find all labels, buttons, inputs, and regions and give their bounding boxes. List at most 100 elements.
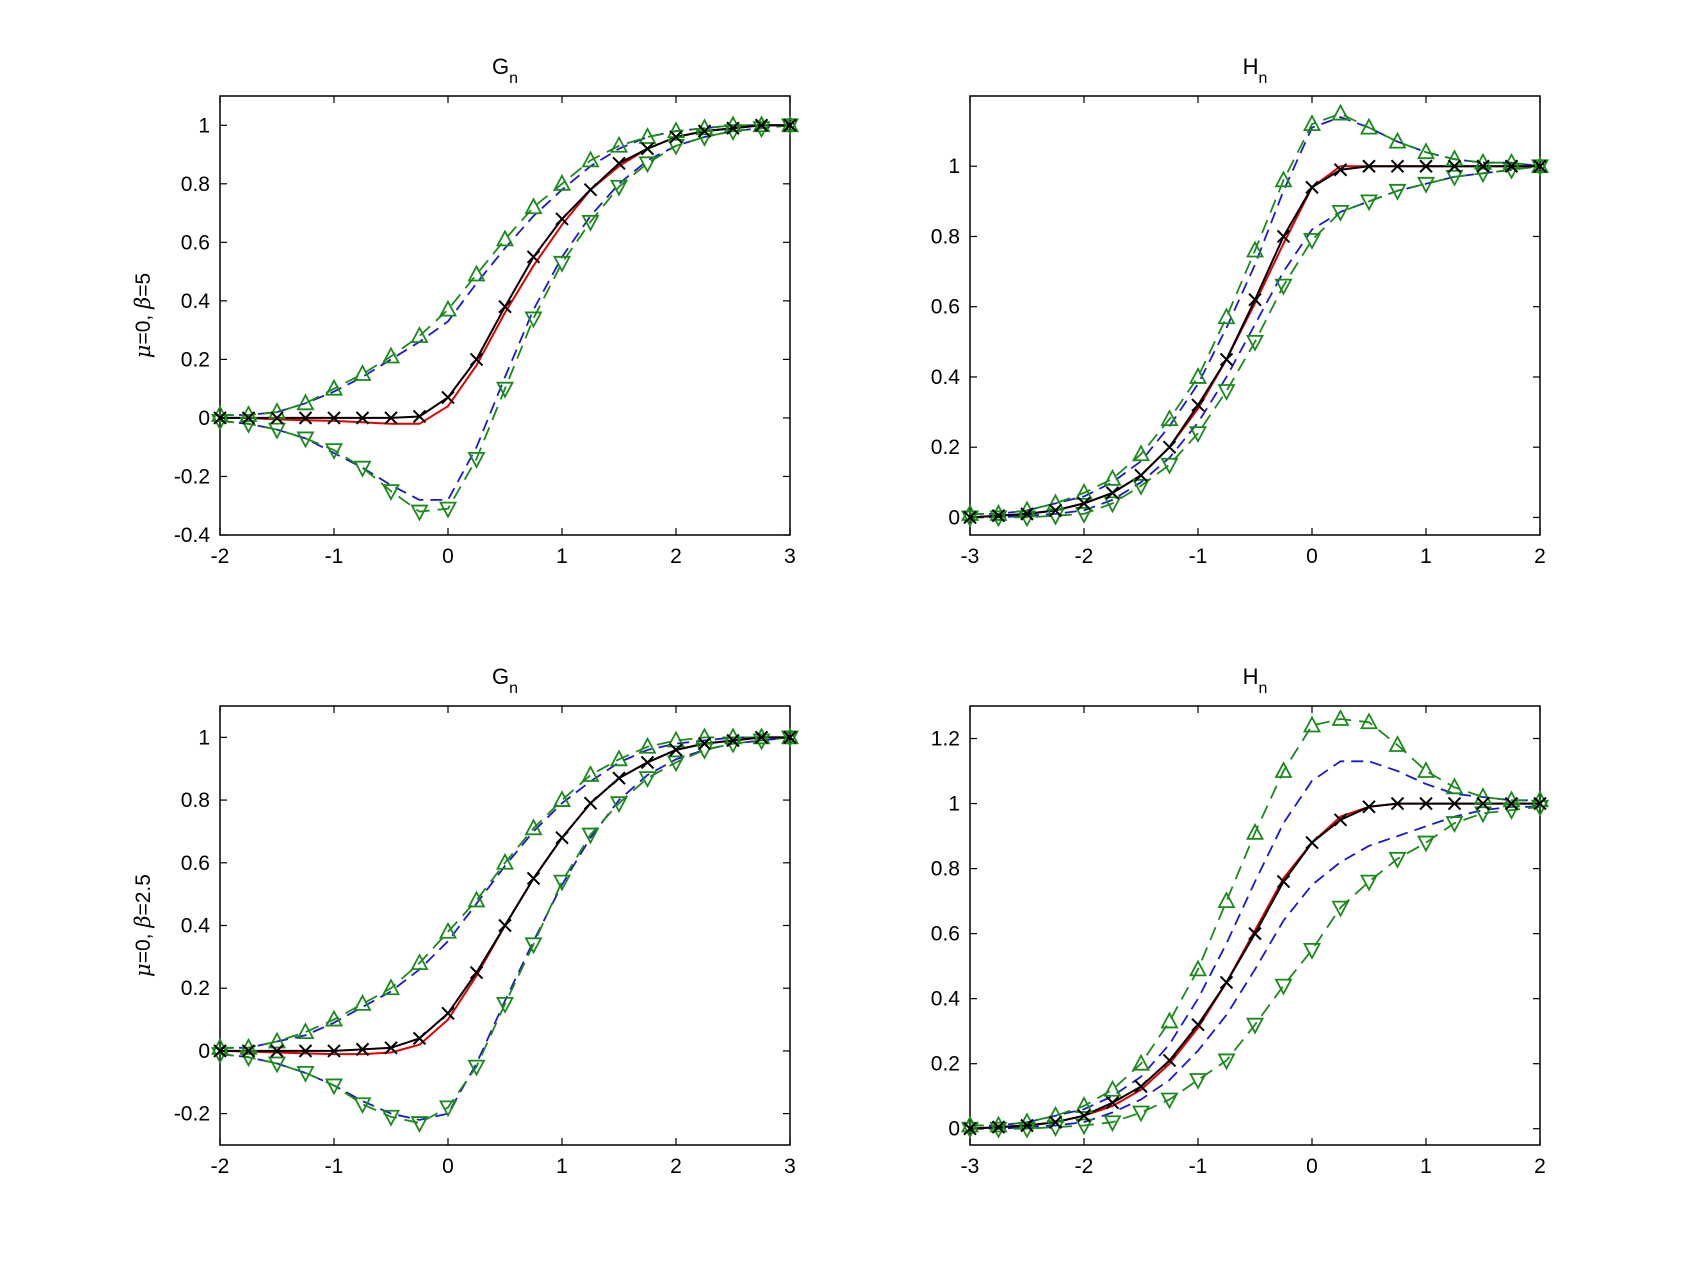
data-point-triangle-up: [1530, 156, 1550, 174]
data-point-triangle-up: [552, 790, 572, 807]
axes-frame: [969, 95, 1541, 536]
data-point-triangle-down: [495, 381, 515, 399]
data-point-triangle-down: [581, 214, 600, 232]
data-point-x: [1362, 159, 1376, 173]
series-line-blue-2: [220, 124, 790, 416]
data-point-triangle-up: [1245, 822, 1265, 840]
data-point-x: [1020, 1118, 1034, 1133]
y-tick-label: 0.4: [181, 915, 211, 938]
data-point-triangle-up: [1416, 761, 1436, 778]
data-point-triangle-up: [1188, 959, 1208, 977]
plot-area: [970, 718, 1540, 1130]
x-tick-label: 2: [670, 545, 682, 568]
data-point-x: [1134, 468, 1148, 483]
data-point-x: [612, 156, 626, 171]
data-point-x: [1191, 398, 1205, 412]
data-point-triangle-down: [552, 874, 572, 892]
y-tick-label: 0.2: [931, 1053, 960, 1076]
data-point-triangle-down: [1217, 384, 1236, 401]
data-point-x: [1390, 796, 1405, 811]
data-point-x: [555, 830, 569, 845]
series-line-green-5: [970, 165, 1540, 519]
y-tick-label: 1: [948, 155, 960, 178]
data-point-x: [469, 352, 484, 367]
data-point-triangle-up: [1074, 482, 1094, 500]
x-tick-label: -1: [1189, 545, 1208, 568]
data-point-x: [754, 730, 769, 745]
data-point-x: [1333, 163, 1348, 177]
data-point-triangle-down: [1131, 1105, 1151, 1123]
data-point-triangle-down: [1302, 942, 1322, 960]
data-point-x: [1191, 1017, 1205, 1032]
data-point-x: [1305, 835, 1319, 850]
x-tick-label: 0: [442, 1155, 454, 1178]
data-point-x: [1048, 503, 1063, 518]
data-point-triangle-up: [296, 1022, 315, 1040]
data-point-x: [697, 124, 712, 138]
data-point-triangle-down: [960, 510, 980, 528]
subplot-2: -3 -2 -1 0 1 2 0 0.2 0.4 0.6 0.8 1 Hn: [931, 54, 1550, 568]
series-line-green-4: [220, 736, 790, 1049]
data-point-triangle-down: [467, 1059, 486, 1077]
y-tick-label: 0.8: [931, 225, 960, 248]
data-point-triangle-up: [780, 727, 800, 745]
plot-area: [220, 736, 790, 1124]
subplot-3: -2 -1 0 1 2 3 -0.2 0 0.2 0.4 0.6 0.8 1 Gn μ=0, β=2.5: [131, 664, 800, 1178]
data-point-x: [583, 182, 598, 197]
y-tick-label: 0.6: [931, 923, 960, 946]
panel-title: Hn: [1243, 664, 1268, 697]
x-tick-label: 1: [556, 1155, 568, 1178]
data-point-triangle-down: [1359, 194, 1379, 212]
panel-title: Gn: [492, 54, 518, 87]
y-tick-label: 0.4: [181, 290, 211, 313]
data-point-triangle-up: [1188, 367, 1208, 384]
data-point-x: [526, 250, 541, 264]
data-point-x: [412, 1031, 427, 1046]
data-point-x: [555, 212, 569, 226]
y-tick-label: -0.4: [174, 524, 211, 547]
data-point-triangle-down: [780, 118, 800, 136]
data-point-x: [963, 1122, 977, 1136]
data-point-triangle-up: [1416, 142, 1436, 160]
data-point-triangle-down: [1103, 1115, 1122, 1133]
data-point-x: [1533, 159, 1547, 173]
data-point-x: [270, 1044, 284, 1058]
data-point-triangle-up: [609, 749, 629, 767]
data-point-triangle-down: [381, 484, 401, 502]
data-point-triangle-up: [1302, 114, 1322, 131]
data-point-triangle-up: [581, 150, 600, 168]
data-point-x: [1533, 796, 1547, 811]
data-point-triangle-up: [296, 393, 315, 411]
y-tick-label: -0.2: [174, 465, 210, 488]
data-point-triangle-up: [524, 818, 543, 836]
data-point-triangle-up: [438, 299, 458, 317]
data-point-triangle-down: [495, 996, 515, 1014]
plot-area: [970, 112, 1540, 519]
data-point-triangle-up: [666, 730, 686, 748]
x-tick-label: 0: [1306, 545, 1318, 568]
data-point-x: [355, 1042, 370, 1057]
y-tick-label: 0.4: [931, 366, 961, 389]
data-point-x: [991, 508, 1006, 523]
data-point-x: [640, 141, 655, 156]
data-point-triangle-down: [1245, 334, 1265, 352]
data-point-triangle-down: [1445, 169, 1464, 187]
data-point-x: [327, 411, 341, 425]
series-line-blue-3: [970, 805, 1540, 1130]
data-point-triangle-up: [495, 852, 515, 870]
data-point-x: [697, 736, 712, 751]
y-tick-label: 0.6: [931, 296, 960, 319]
y-tick-label: 0: [198, 1040, 210, 1063]
data-point-triangle-up: [780, 115, 800, 133]
data-point-triangle-down: [438, 1100, 458, 1118]
data-point-triangle-up: [1274, 761, 1293, 778]
data-point-triangle-down: [296, 1065, 315, 1083]
data-point-x: [1219, 975, 1234, 990]
series-line-blue-2: [970, 116, 1540, 515]
data-point-x: [1077, 1109, 1091, 1123]
data-point-triangle-down: [324, 443, 344, 461]
data-point-triangle-up: [638, 736, 657, 754]
data-point-triangle-up: [381, 346, 401, 364]
x-tick-label: 2: [1534, 1155, 1546, 1178]
